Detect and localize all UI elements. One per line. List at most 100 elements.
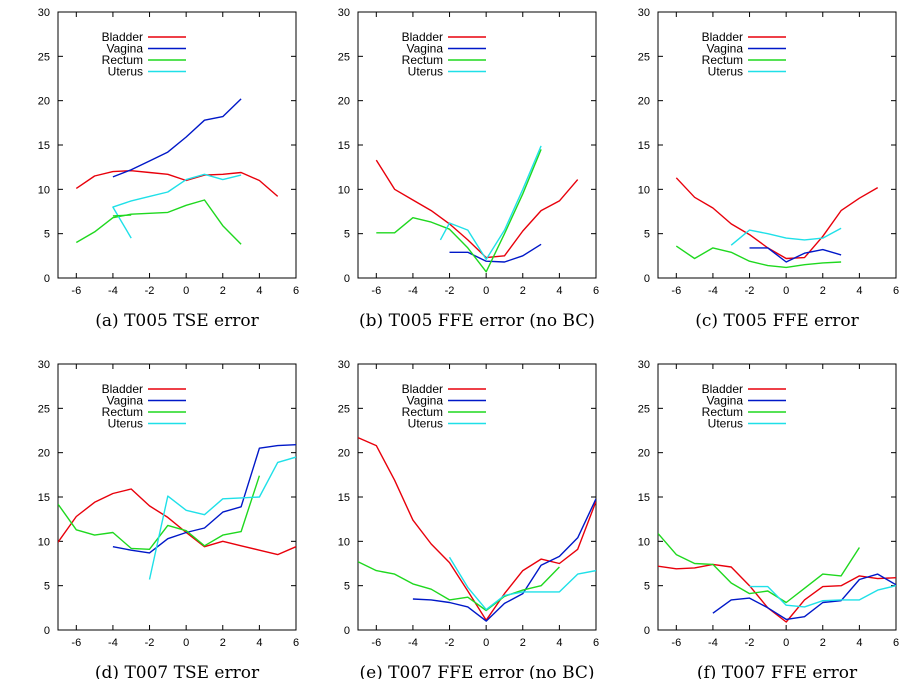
y-tick-label: 30 <box>638 359 650 371</box>
series-line-rectum <box>658 532 860 604</box>
series-line-uterus <box>439 145 542 261</box>
y-tick-label: 30 <box>38 7 50 19</box>
y-tick-label: 5 <box>344 229 350 241</box>
y-tick-label: 25 <box>38 403 50 415</box>
legend-label-rectum: Rectum <box>402 53 443 67</box>
series-line-vagina <box>749 247 842 263</box>
x-tick-label: -6 <box>671 637 681 649</box>
legend-label-rectum: Rectum <box>102 53 143 67</box>
series-line-uterus <box>112 173 242 239</box>
x-tick-label: 4 <box>256 285 262 297</box>
x-tick-label: -4 <box>408 637 418 649</box>
x-tick-label: -2 <box>445 285 455 297</box>
x-tick-label: 6 <box>593 285 599 297</box>
series-line-uterus <box>148 456 296 580</box>
legend-label-uterus: Uterus <box>708 417 743 431</box>
y-tick-label: 10 <box>338 184 350 196</box>
chart-panel-4: -6 -4 -2 0 2 4 6 0 5 10 15 20 25 30 BladderVaginaRectu… <box>38 359 299 679</box>
x-tick-label: -2 <box>145 285 155 297</box>
series-line-extra <box>112 214 132 217</box>
y-tick-label: 0 <box>344 625 350 637</box>
series-line-vagina <box>112 98 242 178</box>
panel-caption: (b) T005 FFE error (no BC) <box>359 311 595 331</box>
panel-caption: (a) T005 TSE error <box>95 311 259 331</box>
x-tick-label: -4 <box>108 285 118 297</box>
legend-label-rectum: Rectum <box>102 405 143 419</box>
series-line-bladder <box>675 177 879 260</box>
legend-label-rectum: Rectum <box>702 405 743 419</box>
x-tick-label: 0 <box>783 285 789 297</box>
y-tick-label: 20 <box>638 96 650 108</box>
y-tick-label: 15 <box>638 140 650 152</box>
x-tick-label: 4 <box>856 637 862 649</box>
y-tick-label: 20 <box>638 448 650 460</box>
series-group <box>375 145 579 273</box>
y-tick-label: 30 <box>338 7 350 19</box>
x-tick-label: 0 <box>483 637 489 649</box>
legend-label-vagina: Vagina <box>107 42 144 56</box>
y-tick-label: 10 <box>338 536 350 548</box>
legend-label-bladder: Bladder <box>402 30 443 44</box>
y-tick-label: 20 <box>38 96 50 108</box>
y-tick-label: 25 <box>338 403 350 415</box>
x-tick-label: 2 <box>820 285 826 297</box>
series-line-rectum <box>358 561 560 612</box>
x-tick-label: 6 <box>593 637 599 649</box>
legend-label-rectum: Rectum <box>402 405 443 419</box>
y-tick-label: 25 <box>38 51 50 63</box>
x-tick-label: 2 <box>520 285 526 297</box>
x-tick-label: 2 <box>820 637 826 649</box>
y-tick-label: 20 <box>338 96 350 108</box>
x-tick-label: 2 <box>220 637 226 649</box>
y-tick-label: 30 <box>638 7 650 19</box>
panel-caption: (e) T007 FFE error (no BC) <box>359 663 594 679</box>
legend-label-vagina: Vagina <box>407 394 444 408</box>
legend-label-bladder: Bladder <box>102 382 143 396</box>
x-tick-label: 4 <box>556 285 562 297</box>
legend-label-vagina: Vagina <box>407 42 444 56</box>
y-tick-label: 30 <box>38 359 50 371</box>
legend-label-bladder: Bladder <box>402 382 443 396</box>
series-line-uterus <box>749 585 896 608</box>
plot-frame <box>657 11 897 279</box>
series-line-bladder <box>658 563 896 623</box>
y-tick-label: 5 <box>44 229 50 241</box>
series-line-uterus <box>448 556 596 611</box>
x-tick-label: 4 <box>256 637 262 649</box>
x-tick-label: 6 <box>293 637 299 649</box>
series-line-bladder <box>375 159 579 259</box>
y-tick-label: 0 <box>644 625 650 637</box>
x-tick-label: -6 <box>71 637 81 649</box>
series-line-rectum <box>675 245 842 269</box>
legend-label-vagina: Vagina <box>707 394 744 408</box>
y-tick-label: 5 <box>44 581 50 593</box>
x-tick-label: -4 <box>708 637 718 649</box>
plot-frame <box>357 11 597 279</box>
y-tick-label: 0 <box>44 273 50 285</box>
x-tick-label: -4 <box>108 637 118 649</box>
series-line-vagina <box>412 498 596 622</box>
x-tick-label: 2 <box>220 285 226 297</box>
series-line-rectum <box>75 199 242 245</box>
legend-label-uterus: Uterus <box>708 65 743 79</box>
x-tick-label: 6 <box>293 285 299 297</box>
y-tick-label: 5 <box>644 581 650 593</box>
series-group <box>675 177 879 269</box>
panel-caption: (f) T007 FFE error <box>697 663 858 679</box>
x-tick-label: -6 <box>671 285 681 297</box>
y-tick-label: 10 <box>638 536 650 548</box>
x-tick-label: -2 <box>145 637 155 649</box>
legend-label-bladder: Bladder <box>102 30 143 44</box>
y-tick-label: 15 <box>38 492 50 504</box>
series-line-rectum <box>376 149 542 273</box>
y-tick-label: 10 <box>38 536 50 548</box>
series-group <box>358 436 596 622</box>
legend-label-vagina: Vagina <box>107 394 144 408</box>
series-line-bladder <box>75 169 279 197</box>
y-tick-label: 20 <box>38 448 50 460</box>
y-tick-label: 0 <box>344 273 350 285</box>
x-tick-label: -6 <box>71 285 81 297</box>
x-tick-label: -2 <box>445 637 455 649</box>
x-tick-label: 6 <box>893 637 899 649</box>
